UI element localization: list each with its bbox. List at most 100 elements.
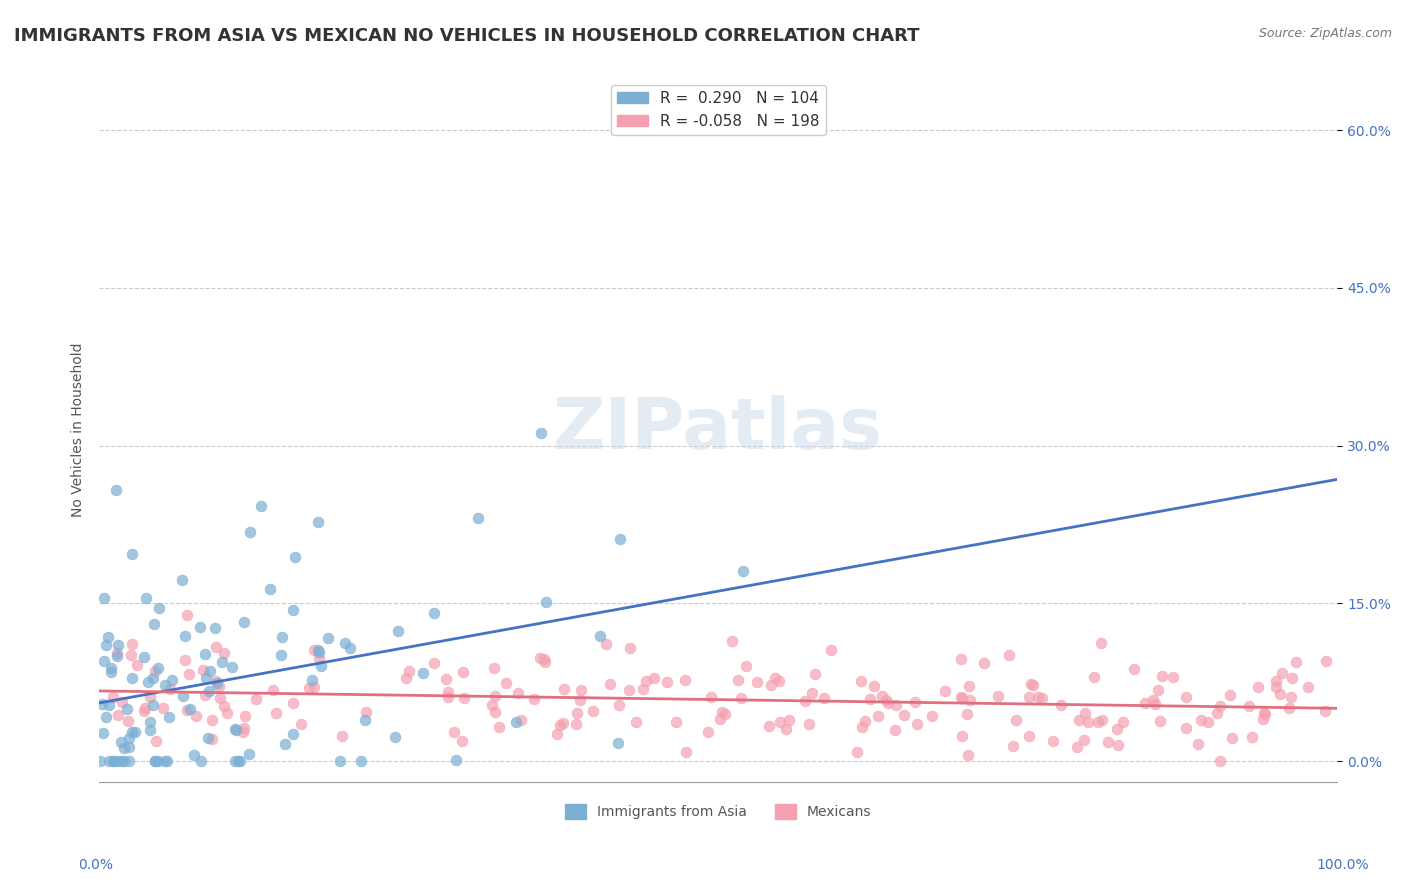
Point bbox=[1026, 690, 1049, 705]
Point bbox=[174, 653, 197, 667]
Point bbox=[201, 713, 224, 727]
Point bbox=[631, 682, 654, 697]
Point bbox=[143, 754, 166, 768]
Point bbox=[987, 689, 1010, 703]
Point bbox=[264, 706, 287, 721]
Point bbox=[1083, 669, 1105, 683]
Point bbox=[634, 674, 657, 689]
Point bbox=[1073, 706, 1095, 721]
Point bbox=[553, 681, 575, 696]
Point bbox=[1270, 665, 1292, 680]
Point bbox=[875, 693, 897, 707]
Point bbox=[259, 582, 281, 596]
Point bbox=[143, 617, 166, 632]
Point bbox=[172, 690, 194, 704]
Point bbox=[488, 720, 510, 734]
Point bbox=[176, 608, 198, 623]
Point bbox=[845, 745, 868, 759]
Point bbox=[118, 754, 141, 768]
Point bbox=[101, 754, 124, 768]
Point bbox=[437, 690, 460, 705]
Point bbox=[298, 681, 321, 695]
Point bbox=[98, 698, 121, 713]
Point bbox=[800, 686, 823, 700]
Y-axis label: No Vehicles in Household: No Vehicles in Household bbox=[72, 343, 86, 517]
Point bbox=[759, 678, 782, 692]
Point bbox=[179, 701, 201, 715]
Point bbox=[233, 615, 256, 630]
Point bbox=[224, 722, 246, 736]
Point bbox=[271, 631, 294, 645]
Point bbox=[153, 754, 176, 768]
Point bbox=[1205, 706, 1227, 720]
Point bbox=[599, 676, 621, 690]
Point bbox=[398, 665, 420, 679]
Point bbox=[238, 747, 260, 761]
Point bbox=[1174, 722, 1197, 736]
Point bbox=[195, 672, 218, 686]
Point bbox=[121, 671, 143, 685]
Point bbox=[209, 691, 232, 706]
Point bbox=[727, 673, 749, 687]
Point bbox=[1247, 680, 1270, 694]
Point bbox=[198, 664, 221, 678]
Point bbox=[118, 731, 141, 746]
Point bbox=[94, 638, 117, 652]
Point bbox=[134, 701, 156, 715]
Point bbox=[711, 705, 734, 719]
Point bbox=[142, 698, 165, 712]
Point bbox=[97, 630, 120, 644]
Point bbox=[145, 733, 167, 747]
Point bbox=[120, 648, 142, 662]
Point bbox=[229, 754, 252, 768]
Point bbox=[877, 696, 900, 710]
Point bbox=[233, 721, 256, 735]
Point bbox=[224, 754, 246, 768]
Point bbox=[1018, 729, 1040, 743]
Point bbox=[111, 754, 134, 768]
Point bbox=[569, 683, 592, 698]
Point bbox=[270, 648, 292, 663]
Point bbox=[734, 658, 756, 673]
Text: Source: ZipAtlas.com: Source: ZipAtlas.com bbox=[1258, 27, 1392, 40]
Point bbox=[1240, 730, 1263, 744]
Point bbox=[1123, 662, 1146, 676]
Point bbox=[934, 684, 956, 698]
Point bbox=[1209, 699, 1232, 714]
Point bbox=[283, 603, 305, 617]
Point bbox=[434, 672, 457, 686]
Point bbox=[142, 671, 165, 685]
Point bbox=[1152, 668, 1174, 682]
Point bbox=[523, 692, 546, 706]
Point bbox=[1265, 680, 1288, 694]
Point bbox=[412, 665, 434, 680]
Point bbox=[330, 730, 353, 744]
Point bbox=[136, 675, 159, 690]
Point bbox=[121, 637, 143, 651]
Point bbox=[91, 725, 114, 739]
Point bbox=[1042, 734, 1064, 748]
Point bbox=[619, 682, 641, 697]
Point bbox=[204, 640, 226, 654]
Point bbox=[125, 657, 148, 672]
Point bbox=[607, 735, 630, 749]
Point bbox=[353, 713, 375, 727]
Point bbox=[768, 674, 790, 689]
Point bbox=[721, 633, 744, 648]
Point bbox=[655, 674, 678, 689]
Point bbox=[510, 714, 533, 728]
Point bbox=[307, 515, 329, 529]
Point bbox=[118, 739, 141, 754]
Point bbox=[1066, 739, 1088, 754]
Point bbox=[339, 640, 361, 655]
Point bbox=[484, 689, 506, 703]
Point bbox=[1049, 698, 1071, 712]
Point bbox=[423, 657, 446, 671]
Point bbox=[205, 673, 228, 688]
Point bbox=[201, 731, 224, 746]
Point bbox=[307, 643, 329, 657]
Point bbox=[91, 697, 114, 711]
Point bbox=[1149, 714, 1171, 728]
Point bbox=[443, 724, 465, 739]
Point bbox=[162, 673, 184, 688]
